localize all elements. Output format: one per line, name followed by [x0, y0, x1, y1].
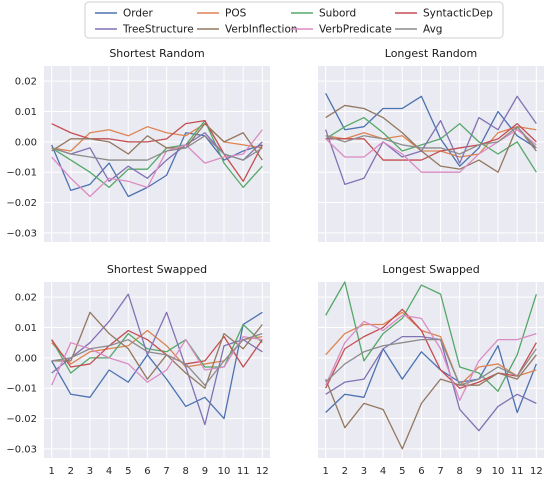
y-tick-label: 0.00 [15, 137, 37, 148]
series-line-syntacticdep [51, 329, 263, 368]
y-tick-label: 0.01 [15, 107, 37, 118]
x-tick-label: 6 [418, 466, 424, 477]
series-line-treestructure [51, 293, 263, 426]
series-line-pos [325, 126, 537, 158]
series-line-verbinflection [51, 311, 263, 389]
legend-label: POS [225, 8, 247, 20]
x-tick-label: 10 [218, 466, 231, 477]
panel-title: Longest Random [385, 47, 477, 60]
legend-label: Avg [423, 24, 442, 36]
legend-item-order: Order [95, 8, 154, 20]
legend-item-verbinflection: VerbInflection [197, 24, 298, 36]
legend-item-pos: POS [197, 8, 247, 20]
panel-longest-random: Longest Random [318, 47, 544, 242]
x-tick-label: 9 [476, 466, 482, 477]
legend-item-verbpredicate: VerbPredicate [291, 24, 392, 36]
series-line-order [325, 345, 537, 414]
x-tick-label: 12 [530, 466, 543, 477]
x-tick-label: 1 [48, 466, 54, 477]
series-line-subord [51, 119, 263, 189]
x-tick-label: 5 [399, 466, 405, 477]
y-tick-label: 0.00 [15, 353, 37, 364]
x-tick-label: 3 [87, 466, 93, 477]
panel-title: Longest Swapped [382, 263, 479, 276]
plot-area [318, 282, 544, 458]
series-line-avg [51, 332, 263, 386]
series-line-verbinflection [51, 123, 263, 161]
series-line-treestructure [325, 95, 537, 185]
x-tick-label: 9 [202, 466, 208, 477]
legend-item-syntacticdep: SyntacticDep [395, 8, 493, 20]
x-tick-label: 11 [237, 466, 250, 477]
x-tick-label: 8 [183, 466, 189, 477]
panel-title: Shortest Random [109, 47, 204, 60]
chart-panels: Shortest Random −0.03 −0.02 −0.01 0.00 0.01 0.… [6, 47, 544, 477]
series-line-verbinflection [325, 104, 537, 173]
x-tick-label: 4 [106, 466, 112, 477]
x-tick-label: 1 [322, 466, 328, 477]
series-line-subord [325, 281, 537, 392]
series-line-avg [51, 135, 263, 161]
legend-label: Order [123, 8, 154, 20]
plot-area [318, 66, 544, 242]
x-tick-label: 3 [361, 466, 367, 477]
x-tick-label: 7 [437, 466, 443, 477]
x-tick-label: 4 [380, 466, 386, 477]
y-tick-label: −0.01 [6, 384, 37, 395]
plot-area [44, 66, 270, 242]
x-tick-label: 5 [125, 466, 131, 477]
legend-label: VerbPredicate [319, 24, 392, 36]
series-line-order [325, 93, 537, 167]
y-tick-label: −0.03 [6, 444, 37, 455]
x-tick-label: 12 [256, 466, 269, 477]
x-tick-label: 10 [492, 466, 505, 477]
series-line-verbpredicate [51, 335, 263, 386]
y-tick-label: 0.01 [15, 323, 37, 334]
x-tick-label: 2 [342, 466, 348, 477]
legend-label: Subord [319, 8, 356, 20]
series-line-treestructure [325, 335, 537, 432]
legend-label: TreeStructure [122, 24, 194, 36]
series-line-avg [325, 339, 537, 386]
series-line-subord [325, 116, 537, 173]
y-tick-label: −0.02 [6, 414, 37, 425]
x-tick-label: 8 [457, 466, 463, 477]
x-tick-label: 2 [68, 466, 74, 477]
y-tick-label: −0.03 [6, 228, 37, 239]
y-tick-label: 0.02 [15, 293, 37, 304]
series-line-syntacticdep [325, 123, 537, 161]
legend-item-treestructure: TreeStructure [95, 24, 194, 36]
x-tick-label: 6 [144, 466, 150, 477]
series-line-syntacticdep [51, 119, 263, 182]
legend-item-avg: Avg [395, 24, 442, 36]
x-tick-label: 7 [163, 466, 169, 477]
y-tick-label: −0.02 [6, 198, 37, 209]
x-tick-label: 11 [511, 466, 524, 477]
panel-shortest-random: Shortest Random −0.03 −0.02 −0.01 0.00 0.01 0.… [6, 47, 270, 242]
y-tick-label: 0.02 [15, 77, 37, 88]
panel-title: Shortest Swapped [107, 263, 207, 276]
series-line-verbpredicate [51, 129, 263, 198]
legend-label: VerbInflection [225, 24, 298, 36]
plot-area [44, 282, 270, 458]
legend: Order POS Subord SyntacticDep TreeStructure V… [84, 1, 504, 39]
series-line-pos [51, 123, 263, 152]
panel-shortest-swapped: Shortest Swapped −0.03 −0.02 −0.01 0.00 0.01 0… [6, 263, 270, 477]
series-line-avg [325, 126, 537, 155]
series-line-subord [51, 323, 263, 374]
legend-item-subord: Subord [291, 8, 356, 20]
y-tick-label: −0.01 [6, 168, 37, 179]
series-line-verbinflection [325, 354, 537, 450]
series-line-verbpredicate [325, 314, 537, 401]
legend-label: SyntacticDep [423, 8, 493, 20]
